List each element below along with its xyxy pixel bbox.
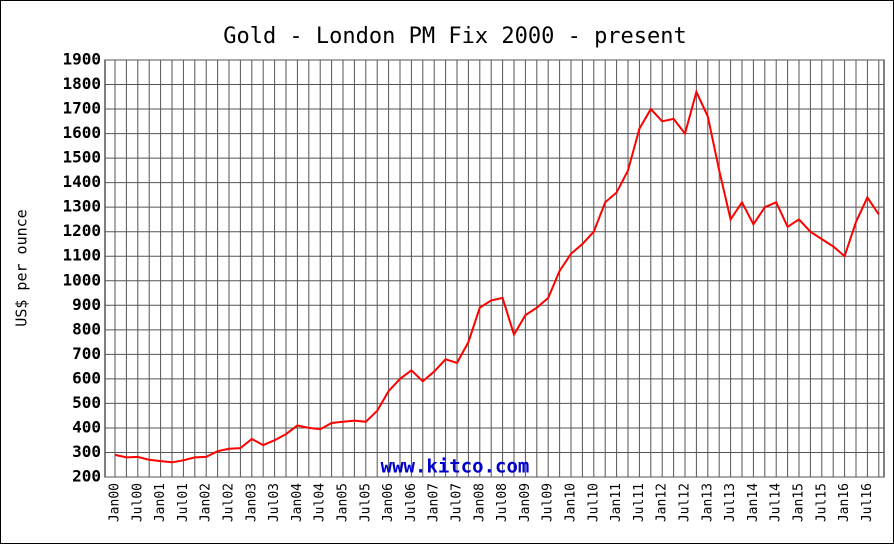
x-tick-label: Jan00 <box>108 483 123 522</box>
y-tick-label: 1800 <box>62 74 101 93</box>
x-tick-label: Jan05 <box>336 483 351 522</box>
plot-area <box>104 59 885 478</box>
watermark: www.kitco.com <box>381 456 530 478</box>
x-tick-label: Jan15 <box>792 483 807 522</box>
x-tick-label: Jul11 <box>632 483 647 522</box>
x-tick-label: Jan10 <box>564 483 579 522</box>
plot: 200 300 400 500 600 700 800 900 1000 1100 1200 1300… <box>62 50 885 522</box>
x-tick-label: Jan13 <box>700 483 715 522</box>
y-tick-label: 200 <box>72 467 101 486</box>
y-tick-label: 1900 <box>62 50 101 69</box>
y-axis-label: US$ per ounce <box>13 209 31 326</box>
y-tick-label: 1400 <box>62 172 101 191</box>
y-tick-label: 800 <box>72 319 101 338</box>
chart-title: Gold - London PM Fix 2000 - present <box>223 24 687 49</box>
x-tick-label: Jul04 <box>313 483 328 522</box>
x-tick-label: Jan11 <box>609 483 624 522</box>
x-tick-label: Jul12 <box>678 483 693 522</box>
x-tick-label: Jan07 <box>427 483 442 522</box>
x-tick-label: Jan02 <box>199 483 214 522</box>
y-tick-label: 300 <box>72 442 101 461</box>
x-tick-label: Jul07 <box>450 483 465 522</box>
x-tick-label: Jan01 <box>153 483 168 522</box>
x-tick-label: Jan12 <box>655 483 670 522</box>
x-tick-label: Jan06 <box>381 483 396 522</box>
x-tick-label: Jul10 <box>586 483 601 522</box>
y-tick-label: 900 <box>72 295 101 314</box>
y-tick-label: 1700 <box>62 99 101 118</box>
x-tick-label: Jul15 <box>814 483 829 522</box>
x-tick-label: Jan16 <box>837 483 852 522</box>
y-tick-label: 1200 <box>62 221 101 240</box>
y-tick-label: 700 <box>72 344 101 363</box>
y-tick-label: 1500 <box>62 148 101 167</box>
x-tick-label: Jul00 <box>130 483 145 522</box>
y-tick-label: 500 <box>72 393 101 412</box>
x-tick-label: Jul01 <box>176 483 191 522</box>
x-tick-label: Jan04 <box>290 483 305 522</box>
x-tick-label: Jul16 <box>860 483 875 522</box>
y-tick-label: 600 <box>72 368 101 387</box>
y-tick-label: 1000 <box>62 270 101 289</box>
x-tick-label: Jul14 <box>769 483 784 522</box>
y-tick-label: 1100 <box>62 246 101 265</box>
x-tick-label: Jul09 <box>541 483 556 522</box>
x-tick-label: Jul03 <box>267 483 282 522</box>
y-tick-label: 1600 <box>62 123 101 142</box>
x-tick-label: Jan08 <box>472 483 487 522</box>
x-tick-label: Jan09 <box>518 483 533 522</box>
data-line <box>114 89 880 464</box>
x-tick-label: Jan14 <box>746 483 761 522</box>
x-tick-label: Jul02 <box>222 483 237 522</box>
y-tick-label: 400 <box>72 417 101 436</box>
x-tick-label: Jan03 <box>244 483 259 522</box>
x-tick-label: Jul06 <box>404 483 419 522</box>
y-tick-label: 1300 <box>62 197 101 216</box>
x-tick-label: Jul08 <box>495 483 510 522</box>
x-tick-label: Jul13 <box>723 483 738 522</box>
x-tick-label: Jul05 <box>358 483 373 522</box>
